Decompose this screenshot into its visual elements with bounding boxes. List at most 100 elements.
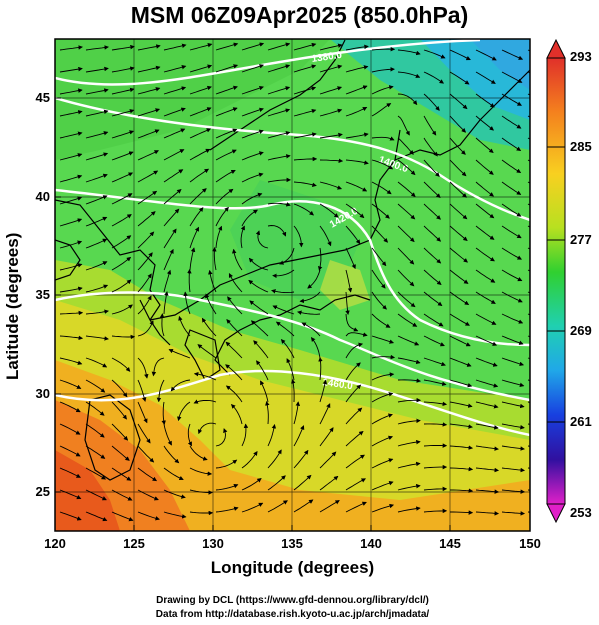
wind-streamline <box>267 202 291 207</box>
wind-streamline <box>111 511 134 522</box>
x-tick-label: 150 <box>519 536 541 551</box>
wind-streamline <box>527 159 530 162</box>
wind-streamline <box>317 247 323 271</box>
wind-streamline <box>501 93 522 106</box>
wind-streamline <box>423 71 445 84</box>
wind-streamline <box>371 181 392 195</box>
wind-streamline <box>189 107 212 117</box>
wind-streamline <box>345 454 365 469</box>
wind-streamline <box>475 379 499 388</box>
wind-streamline <box>267 131 291 139</box>
credits: Drawing by DCL (https://www.gfd-dennou.o… <box>55 594 530 622</box>
wind-streamline <box>449 137 466 155</box>
wind-streamline <box>423 357 446 367</box>
wind-streamline <box>267 449 282 469</box>
wind-streamline <box>293 499 314 513</box>
wind-streamline <box>371 225 389 243</box>
wind-streamline <box>240 225 245 249</box>
wind-streamline <box>59 335 84 341</box>
wind-streamline <box>111 87 135 95</box>
wind-streamline <box>163 128 186 139</box>
wind-streamline <box>475 423 499 430</box>
wind-streamline <box>319 379 328 403</box>
wind-streamline <box>345 132 369 139</box>
lat-lon-grid <box>55 39 530 531</box>
wind-streamline <box>475 467 500 473</box>
wind-streamline <box>345 478 366 491</box>
wind-streamline <box>59 511 82 521</box>
wind-streamline <box>397 159 416 176</box>
wind-streamline <box>137 231 155 249</box>
wind-streamline <box>449 357 472 367</box>
wind-streamline <box>397 225 415 243</box>
wind-streamline <box>475 247 495 262</box>
colorbar-min-arrow <box>546 503 566 524</box>
wind-streamline <box>449 335 471 347</box>
wind-streamline <box>449 115 467 133</box>
wind-streamline <box>449 203 468 220</box>
wind-streamline <box>371 413 393 425</box>
wind-streamline <box>423 508 448 514</box>
wind-streamline <box>475 269 496 283</box>
wind-streamline <box>293 449 309 469</box>
wind-streamline <box>137 252 153 271</box>
wind-streamline <box>319 225 332 247</box>
wind-streamline <box>345 269 353 293</box>
wind-streamline <box>293 401 301 425</box>
wind-streamline <box>241 209 258 227</box>
wind-streamline <box>85 489 107 501</box>
wind-streamline <box>170 379 191 392</box>
wind-streamline <box>256 360 269 381</box>
wind-streamline <box>345 342 364 359</box>
wind-streamline <box>111 44 135 51</box>
wind-streamline <box>215 206 229 227</box>
wind-streamline <box>215 169 236 183</box>
wind-streamline <box>319 500 340 513</box>
wind-streamline <box>449 159 467 177</box>
wind-streamline <box>501 291 523 303</box>
wind-streamline <box>177 401 191 422</box>
wind-streamline <box>137 44 161 51</box>
wind-streamline <box>272 269 295 279</box>
wind-streamline <box>423 269 442 285</box>
wind-streamline <box>265 400 270 425</box>
wind-streamline <box>345 362 361 381</box>
wind-streamline <box>189 168 210 183</box>
wind-streamline <box>197 422 217 435</box>
wind-streamline <box>255 230 269 249</box>
wind-streamline <box>345 44 369 51</box>
wind-streamline <box>449 313 470 326</box>
wind-streamline <box>319 86 343 95</box>
wind-streamline <box>397 71 421 78</box>
wind-streamline <box>163 228 177 249</box>
wind-streamline <box>301 322 321 337</box>
wind-streamline <box>137 170 159 183</box>
wind-streamline <box>137 423 151 444</box>
wind-streamline <box>307 269 321 289</box>
wind-streamline <box>215 225 223 249</box>
wind-streamline <box>215 64 239 73</box>
wind-streamline <box>280 339 295 359</box>
wind-streamline <box>189 467 213 476</box>
wind-streamline <box>59 174 83 183</box>
wind-streamline <box>111 130 135 139</box>
y-tick-label: 45 <box>36 90 50 105</box>
colorbar-tick-label: 293 <box>570 49 592 64</box>
wind-streamline <box>501 313 524 324</box>
wind-streamline <box>475 71 496 84</box>
wind-streamline <box>475 137 494 153</box>
wind-streamline <box>197 344 217 359</box>
wind-streamline <box>137 211 156 227</box>
wind-streamline <box>111 256 132 271</box>
wind-streamline <box>111 172 134 183</box>
wind-streamline <box>319 43 343 51</box>
wind-streamline <box>137 190 158 205</box>
wind-streamline <box>85 216 108 227</box>
wind-streamline <box>111 66 135 73</box>
wind-streamline <box>137 511 160 521</box>
wind-streamline <box>111 467 132 481</box>
wind-streamline <box>475 93 495 108</box>
wind-streamline <box>527 335 530 338</box>
wind-streamline <box>310 337 321 359</box>
wind-streamline <box>319 475 339 491</box>
